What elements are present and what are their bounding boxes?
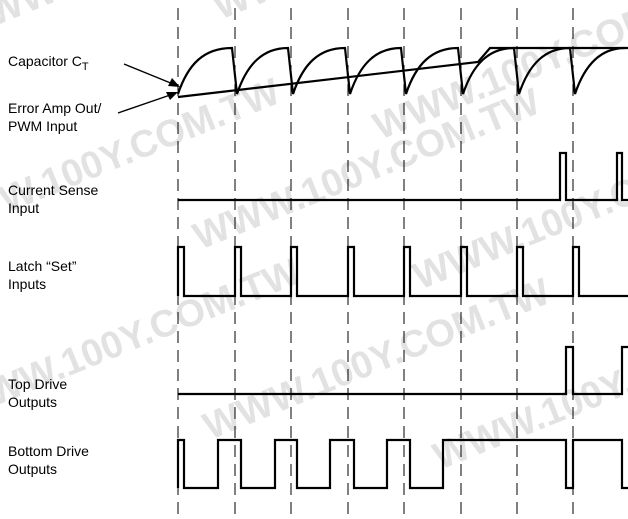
error-amp-label-line2: PWM Input [8, 118, 77, 134]
top-drive-waveform [178, 345, 628, 396]
capacitor-arrowhead [168, 78, 180, 87]
current-sense-label-line1: Current Sense [8, 182, 98, 198]
bottom-drive-waveform [176, 438, 628, 490]
watermark-layer: WWW.100Y.COM.TWWWW.100Y.COM.TWWWW.100Y.C… [0, 0, 628, 478]
capacitor-ct-waveform [176, 46, 626, 95]
bottom-drive-label-line2: Outputs [8, 461, 57, 477]
capacitor-ct-subscript: T [82, 61, 89, 73]
capacitor-pointer-arrow [123, 63, 179, 87]
latch-set-waveform [176, 245, 628, 298]
bottom-drive-label-line1: Bottom Drive [8, 443, 89, 459]
error-amp-waveform [177, 46, 628, 99]
error-amp-pointer-arrow [117, 92, 177, 114]
error-amp-label-line1: Error Amp Out/ [8, 100, 101, 116]
latch-set-label-line1: Latch “Set” [8, 258, 77, 274]
top-drive-label-line2: Outputs [8, 394, 57, 410]
watermark-text: WWW.100Y.COM.TW [208, 0, 566, 28]
top-drive-label-line1: Top Drive [8, 376, 67, 392]
current-sense-waveform [178, 151, 628, 202]
capacitor-ct-label: Capacitor CT [8, 53, 89, 73]
latch-set-label-line2: Inputs [8, 276, 46, 292]
error-amp-arrowhead [166, 92, 178, 100]
current-sense-label-line2: Input [8, 200, 39, 216]
